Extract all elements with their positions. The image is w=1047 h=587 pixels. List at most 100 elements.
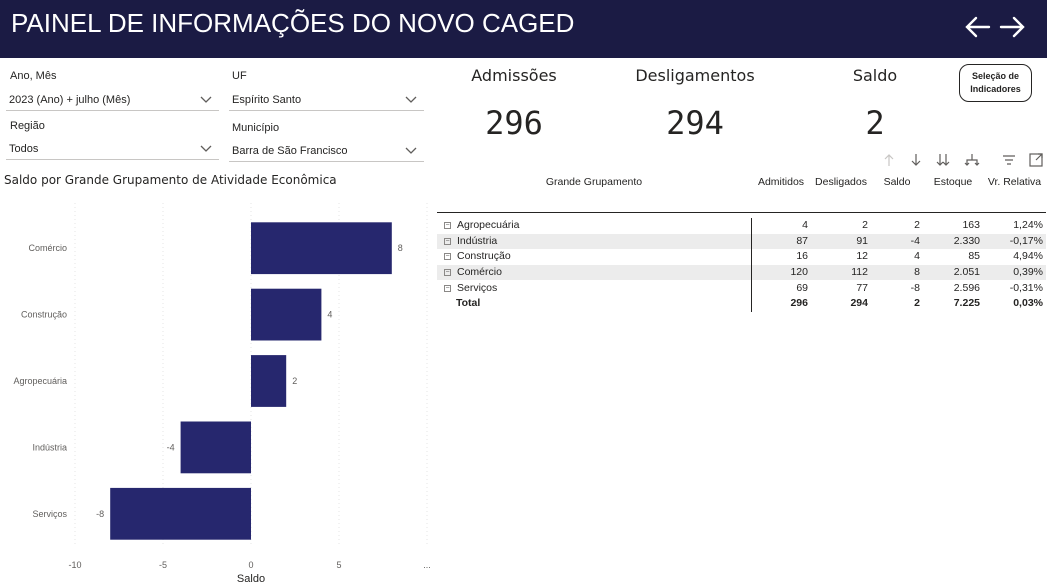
arrow-down-icon[interactable]: [908, 152, 924, 168]
cell-admitidos: 69: [750, 280, 811, 296]
x-tick-label: -10: [68, 560, 81, 570]
matrix-header-vr-relativa[interactable]: Vr. Relativa: [983, 172, 1046, 213]
back-arrow-icon[interactable]: [962, 10, 992, 44]
kpi-desligamentos-value: 294: [666, 104, 724, 142]
matrix-header-saldo[interactable]: Saldo: [871, 172, 923, 213]
total-label: Total: [456, 297, 481, 310]
matrix-header-desligados[interactable]: Desligados: [811, 172, 871, 213]
cell-saldo: -4: [871, 233, 923, 250]
filter-label-uf: UF: [232, 70, 247, 82]
x-tick-label: 0: [248, 560, 253, 570]
row-label: Indústria: [457, 234, 498, 247]
cell-saldo: 4: [914, 250, 920, 263]
municipio-value: Barra de São Francisco: [232, 145, 348, 157]
regiao-value: Todos: [9, 143, 39, 155]
header-bar: PAINEL DE INFORMAÇÕES DO NOVO CAGED: [0, 0, 1047, 58]
cell-vr-relativa: -0,17%: [983, 233, 1046, 250]
category-label: Construção: [21, 310, 67, 320]
cell-saldo: 8: [871, 264, 923, 281]
filter-label-regiao: Região: [10, 120, 45, 132]
table-total-row: Total 296 294 2 7.225 0,03%: [437, 295, 1046, 312]
filter-label-municipio: Município: [232, 122, 280, 134]
bar: [180, 421, 251, 474]
uf-dropdown[interactable]: Espírito Santo: [229, 89, 424, 111]
table-row[interactable]: − Construção 16 12 4 85 4,94%: [437, 249, 1046, 265]
data-label: 4: [327, 310, 332, 320]
cell-estoque: 163: [962, 219, 980, 232]
saldo-bar-chart: -10 -5 0 5 ... Saldo Comércio 8 Construção 4 Agrop…: [13, 203, 431, 585]
row-label: Serviços: [457, 281, 498, 294]
total-admitidos: 296: [750, 295, 811, 312]
kpi-admissoes-value: 296: [485, 104, 543, 142]
matrix-header-admitidos[interactable]: Admitidos: [751, 172, 811, 213]
cell-desligados: 112: [811, 264, 871, 281]
data-label: 2: [292, 376, 297, 386]
forward-arrow-icon[interactable]: [998, 10, 1028, 44]
chevron-down-icon: [405, 147, 417, 154]
selecao-indicadores-button[interactable]: Seleção de Indicadores: [959, 64, 1032, 102]
total-desligados: 294: [850, 297, 868, 310]
matrix-header-grupamento[interactable]: Grande Grupamento: [437, 172, 751, 213]
total-vr-relativa: 0,03%: [1013, 297, 1043, 310]
matrix-header-row: Grande Grupamento Admitidos Desligados S…: [437, 172, 1046, 213]
table-row[interactable]: − Agropecuária 4 2 2 163 1,24%: [437, 218, 1046, 234]
cell-admitidos: 4: [750, 218, 811, 234]
cell-vr-relativa: 1,24%: [1013, 219, 1043, 232]
bar: [251, 355, 287, 407]
category-label: Serviços: [32, 509, 67, 519]
table-row[interactable]: − Serviços 69 77 -8 2.596 -0,31%: [437, 280, 1046, 296]
category-label: Comércio: [28, 243, 67, 253]
data-label: 8: [398, 243, 403, 253]
filter-icon[interactable]: [1001, 152, 1017, 168]
cell-admitidos: 87: [750, 233, 811, 250]
cell-estoque: 2.596: [953, 281, 980, 294]
cell-saldo: -8: [910, 281, 920, 294]
cell-vr-relativa: 0,39%: [983, 264, 1046, 281]
arrow-up-icon[interactable]: [881, 152, 897, 168]
x-tick-label: 5: [336, 560, 341, 570]
regiao-dropdown[interactable]: Todos: [6, 138, 219, 160]
filter-label-ano-mes: Ano, Mês: [10, 70, 57, 82]
data-label: -8: [96, 509, 104, 519]
page-title: PAINEL DE INFORMAÇÕES DO NOVO CAGED: [11, 8, 575, 38]
row-label: Construção: [457, 250, 511, 263]
chevron-down-icon: [405, 96, 417, 103]
row-label: Agropecuária: [457, 219, 520, 232]
focus-mode-icon[interactable]: [1028, 152, 1044, 168]
cell-estoque: 2.330: [923, 233, 983, 250]
expand-row-icon[interactable]: −: [444, 222, 451, 230]
chevron-down-icon: [200, 145, 212, 152]
table-row[interactable]: − Comércio 120 112 8 2.051 0,39%: [437, 264, 1046, 281]
expand-row-icon[interactable]: −: [444, 269, 451, 277]
municipio-dropdown[interactable]: Barra de São Francisco: [229, 140, 424, 162]
x-axis-label: Saldo: [237, 573, 265, 585]
table-row[interactable]: − Indústria 87 91 -4 2.330 -0,17%: [437, 233, 1046, 250]
bar: [251, 222, 392, 275]
selecao-indicadores-line2: Indicadores: [970, 84, 1021, 94]
cell-estoque: 85: [968, 250, 980, 263]
category-label: Agropecuária: [13, 376, 67, 386]
cell-admitidos: 120: [750, 264, 811, 281]
matrix-header-estoque[interactable]: Estoque: [923, 172, 983, 213]
x-tick-label: ...: [423, 560, 431, 570]
cell-desligados: 91: [811, 233, 871, 250]
bar: [251, 288, 322, 341]
expand-hierarchy-icon[interactable]: [964, 152, 980, 168]
ano-mes-dropdown[interactable]: 2023 (Ano) + julho (Mês): [6, 89, 219, 111]
cell-vr-relativa: -0,31%: [1009, 281, 1043, 294]
expand-row-icon[interactable]: −: [444, 237, 451, 245]
chevron-down-icon: [200, 96, 212, 103]
cell-desligados: 12: [856, 250, 868, 263]
row-label: Comércio: [457, 266, 502, 279]
kpi-saldo-label: Saldo: [852, 66, 898, 85]
bar: [110, 487, 251, 540]
kpi-desligamentos-label: Desligamentos: [635, 66, 755, 85]
selecao-indicadores-line1: Seleção de: [971, 71, 1020, 81]
uf-value: Espírito Santo: [232, 94, 302, 106]
cell-desligados: 77: [856, 281, 868, 294]
drill-down-icon[interactable]: [935, 152, 951, 168]
cell-estoque: 2.051: [923, 264, 983, 281]
expand-row-icon[interactable]: −: [444, 253, 451, 261]
x-tick-label: -5: [159, 560, 167, 570]
expand-row-icon[interactable]: −: [444, 284, 451, 292]
